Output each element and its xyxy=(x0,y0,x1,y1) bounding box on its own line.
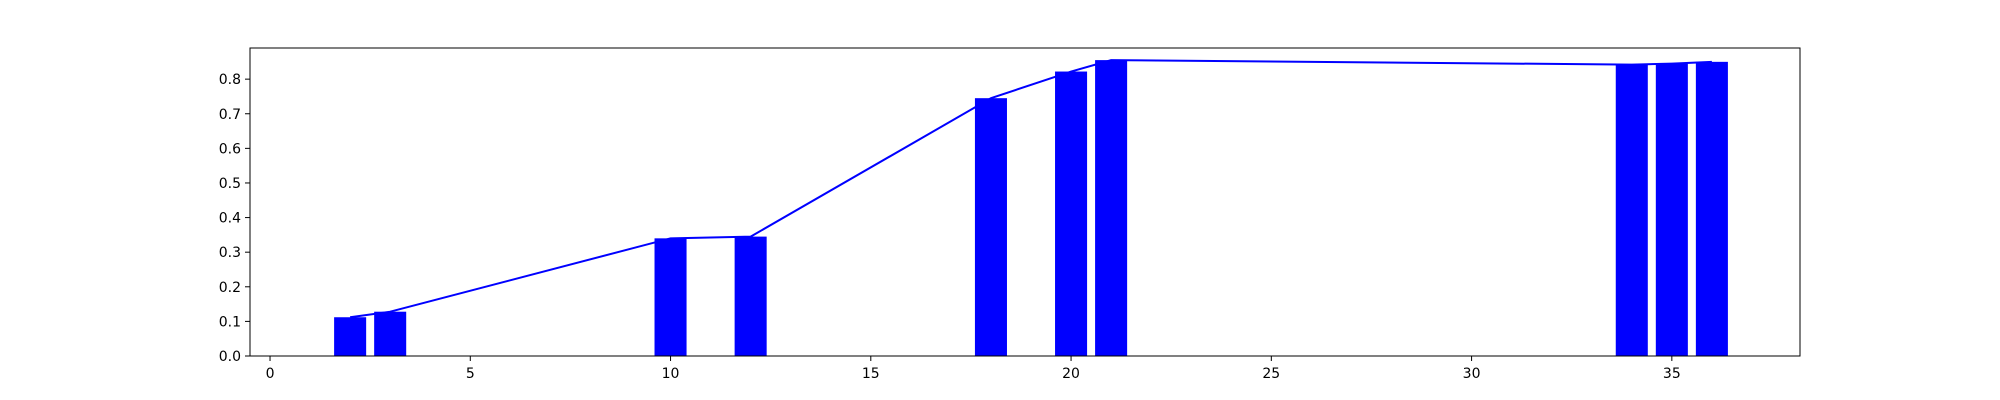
bar-21 xyxy=(1095,60,1128,356)
y-tick-label: 0.5 xyxy=(219,176,241,192)
y-tick-label: 0.1 xyxy=(219,314,241,330)
bar-3 xyxy=(374,311,407,356)
bar-20 xyxy=(1055,71,1088,356)
y-axis: 0.0 0.1 0.2 0.3 0.4 0.5 0.6 0.7 0.8 xyxy=(219,72,250,365)
x-tick-label: 20 xyxy=(1062,366,1080,382)
bars-layer xyxy=(334,60,1728,357)
x-tick-label: 15 xyxy=(862,366,880,382)
x-tick-label: 10 xyxy=(662,366,680,382)
y-tick-label: 0.3 xyxy=(219,245,241,261)
bar-12 xyxy=(734,236,767,356)
bar-35 xyxy=(1655,63,1688,357)
plot-area-frame xyxy=(249,47,1801,357)
bar-2 xyxy=(334,317,367,356)
y-tick-label: 0.2 xyxy=(219,280,241,296)
y-tick-label: 0.6 xyxy=(219,141,241,157)
x-axis: 0 5 10 15 20 25 30 35 xyxy=(266,356,1681,382)
trend-line xyxy=(349,59,1712,319)
bar-10 xyxy=(654,238,687,356)
trend-line-layer xyxy=(349,59,1712,319)
bar-18 xyxy=(974,98,1007,356)
bar-34 xyxy=(1615,64,1648,356)
y-tick-label: 0.0 xyxy=(219,349,241,365)
x-tick-label: 30 xyxy=(1463,366,1481,382)
x-tick-label: 5 xyxy=(466,366,475,382)
y-tick-label: 0.4 xyxy=(219,211,241,227)
x-tick-label: 25 xyxy=(1262,366,1280,382)
y-tick-label: 0.8 xyxy=(219,72,241,88)
x-tick-label: 35 xyxy=(1663,366,1681,382)
y-tick-label: 0.7 xyxy=(219,107,241,123)
bar-36 xyxy=(1695,61,1728,356)
x-tick-label: 0 xyxy=(266,366,275,382)
